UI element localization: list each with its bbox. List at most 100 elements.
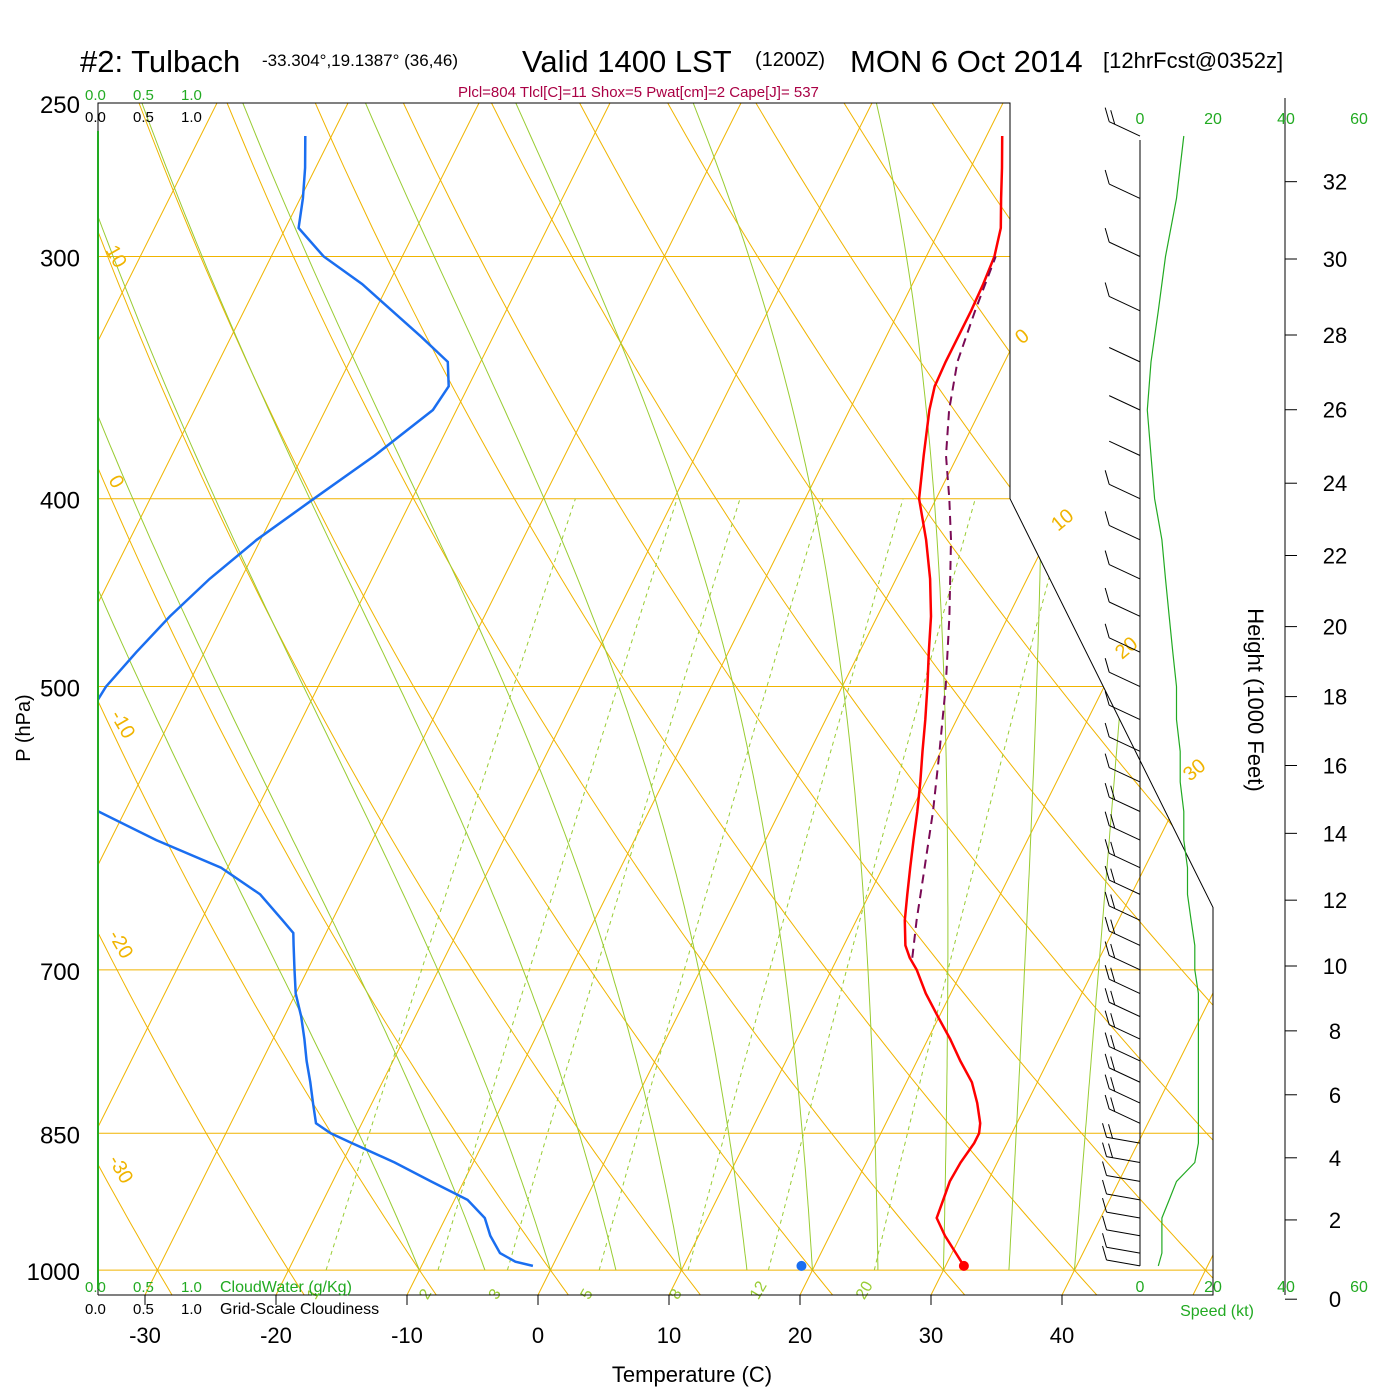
wind-barb-flag	[1104, 1074, 1110, 1089]
isotherm-line	[1192, 103, 1213, 1295]
wind-barb	[1108, 825, 1141, 841]
isotherm-label: 30	[1179, 755, 1210, 786]
height-tick-label: 8	[1329, 1019, 1341, 1044]
wind-barb-flag	[1104, 227, 1110, 243]
wind-barb-flag	[1104, 658, 1110, 673]
wind-barb	[1108, 483, 1141, 500]
cloudwater-tick-0-top: 0.0	[85, 87, 106, 104]
isotherm-label: -10	[106, 707, 140, 743]
isotherm-line	[799, 103, 1213, 1295]
temperature-tick-label: 30	[919, 1323, 943, 1348]
speed-tick-label-bottom: 40	[1277, 1279, 1295, 1296]
wind-barb-flag	[1110, 894, 1116, 909]
speed-axis-label: Speed (kt)	[1180, 1303, 1254, 1320]
wind-barb-flag	[1102, 1142, 1107, 1157]
wind-barb-flag	[1104, 550, 1110, 565]
height-tick-label: 2	[1329, 1208, 1341, 1233]
isotherm-label: 0	[1011, 325, 1034, 349]
wind-barb-flag	[1110, 943, 1116, 959]
dewpoint-series	[98, 135, 534, 1268]
mixing-ratio-line	[437, 498, 678, 1271]
height-tick-label: 26	[1323, 398, 1347, 423]
wind-barb	[1108, 347, 1141, 363]
wind-barb	[1106, 1259, 1141, 1267]
temperature-series	[903, 135, 1004, 1267]
height-tick-label: 12	[1323, 888, 1347, 913]
cloudwater-tick-0-bottom: 0.0	[85, 1279, 106, 1296]
sounding-params: Plcl=804 Tlcl[C]=11 Shox=5 Pwat[cm]=2 Ca…	[458, 84, 819, 101]
speed-tick-label-top: 20	[1204, 111, 1222, 128]
mixing-ratio-line	[506, 498, 741, 1271]
wind-barb	[1108, 1088, 1141, 1104]
isotherm-label: 20	[1111, 633, 1142, 664]
wind-barb-flag	[1104, 1032, 1110, 1047]
wind-barb	[1106, 1246, 1141, 1254]
dry-adiabat	[98, 103, 305, 1295]
plot-frame	[97, 102, 1214, 1296]
dry-adiabat	[491, 103, 1213, 1295]
pressure-tick-label: 250	[40, 92, 80, 119]
height-tick-label: 18	[1323, 685, 1347, 710]
mixing-ratio-label: 2	[416, 1286, 435, 1302]
dry-adiabat	[402, 103, 1213, 1295]
height-tick-label: 16	[1323, 753, 1347, 778]
wind-barb-flag	[1110, 967, 1116, 982]
wind-barb-flag	[1110, 1035, 1116, 1050]
valid-time: Valid 1400 LST	[522, 44, 732, 79]
isotherm-label: 10	[1047, 505, 1078, 536]
isotherm-label: -30	[104, 1152, 138, 1188]
wind-barb-flag	[1110, 110, 1116, 125]
wind-speed-profile	[1146, 135, 1200, 1267]
moist-adiabat	[141, 103, 617, 1271]
cloudwater-tick-2-top: 1.0	[181, 87, 202, 104]
wind-barb-flag	[1102, 1123, 1107, 1138]
isotherm-label: 10	[101, 242, 131, 272]
wind-barb	[1108, 601, 1141, 617]
wind-barb-flag	[1110, 841, 1116, 857]
mixing-ratio-label: 3	[486, 1286, 505, 1302]
isotherm-label: -20	[104, 927, 138, 963]
wind-barb-flag	[1108, 1124, 1114, 1139]
dry-adiabat	[667, 103, 1213, 1295]
height-tick-label: 4	[1329, 1146, 1341, 1171]
wind-barb-flag	[1110, 1077, 1116, 1092]
height-tick-label: 32	[1323, 170, 1347, 195]
wind-barb	[1108, 767, 1141, 783]
surface-temperature-point	[958, 1260, 969, 1271]
dry-adiabat	[98, 103, 569, 1295]
speed-tick-label-top: 60	[1350, 111, 1368, 128]
height-tick-label: 30	[1323, 247, 1347, 272]
mixing-ratio-label: 20	[853, 1278, 877, 1302]
wind-barb-flag	[1104, 470, 1110, 485]
wind-barb-flag	[1102, 1161, 1107, 1176]
height-tick-label: 0	[1329, 1287, 1341, 1312]
isotherm-line	[98, 103, 349, 1295]
wind-barb	[1108, 796, 1141, 812]
mixing-ratio-label: 8	[667, 1286, 686, 1302]
temperature-tick-label: -10	[391, 1323, 423, 1348]
wind-barb-flag	[1110, 1056, 1116, 1071]
isotherm-line	[930, 103, 1213, 1295]
wind-barb	[1108, 1001, 1141, 1018]
wind-barb-flag	[1102, 1197, 1107, 1213]
temperature-tick-label: 0	[532, 1323, 544, 1348]
height-axis-label: Height (1000 Feet)	[1243, 608, 1268, 791]
dry-adiabat	[226, 103, 966, 1295]
temperature-tick-label: 40	[1050, 1323, 1074, 1348]
forecast-label: [12hrFcst@0352z]	[1103, 48, 1283, 73]
cloudwater-tick-2-bottom: 1.0	[181, 1279, 202, 1296]
wind-barb	[1106, 1211, 1141, 1219]
station-coords: -33.304°,19.1387° (36,46)	[262, 51, 458, 70]
wind-barb-flag	[1104, 722, 1110, 738]
temperature-tick-label: 20	[788, 1323, 812, 1348]
wind-barb-flag	[1104, 811, 1110, 826]
wind-barb	[1106, 1229, 1141, 1237]
wind-barb-flag	[1104, 941, 1110, 956]
speed-tick-label-bottom: 20	[1204, 1279, 1222, 1296]
temperature-tick-label: -30	[129, 1323, 161, 1348]
wind-barb	[1108, 564, 1141, 580]
cloudiness-tick-0-bottom: 0.0	[85, 1301, 106, 1318]
wind-panel: 0 0 20 20 40 40 60 60	[1102, 107, 1368, 1296]
